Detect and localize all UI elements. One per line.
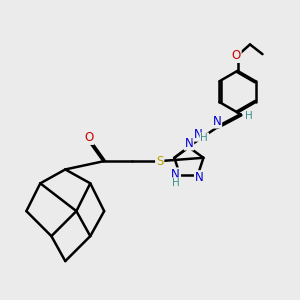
Text: O: O [232, 49, 241, 62]
Text: H: H [200, 133, 208, 143]
Text: O: O [84, 131, 94, 144]
Text: N: N [194, 128, 202, 141]
Text: N: N [195, 171, 204, 184]
Text: H: H [245, 111, 253, 121]
Text: H: H [172, 178, 180, 188]
Text: N: N [171, 168, 180, 182]
Text: N: N [212, 115, 221, 128]
Text: N: N [184, 136, 193, 150]
Text: S: S [156, 154, 164, 168]
